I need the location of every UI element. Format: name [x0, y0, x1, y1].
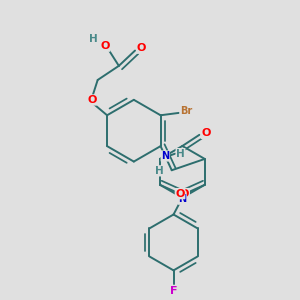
Text: O: O	[87, 95, 97, 105]
Text: Br: Br	[180, 106, 192, 116]
Text: H: H	[176, 148, 185, 159]
Text: H: H	[155, 166, 164, 176]
Text: O: O	[180, 189, 189, 199]
Text: O: O	[176, 189, 185, 199]
Text: O: O	[201, 128, 211, 138]
Text: N: N	[178, 194, 186, 204]
Text: O: O	[100, 41, 110, 51]
Text: O: O	[137, 43, 146, 53]
Text: F: F	[170, 286, 177, 296]
Text: H: H	[89, 34, 98, 44]
Text: N: N	[161, 151, 169, 161]
